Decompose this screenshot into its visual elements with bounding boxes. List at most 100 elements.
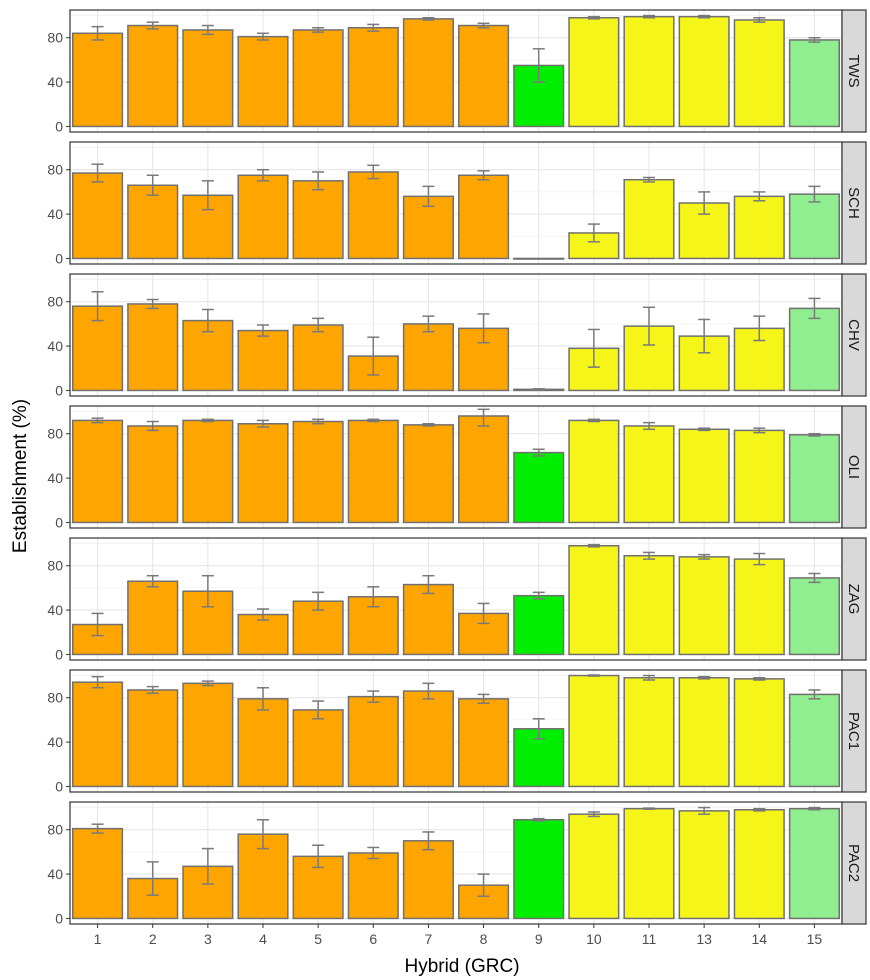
y-tick-label: 0 xyxy=(55,514,63,530)
bar-tws-11 xyxy=(623,15,675,128)
error-bar-chv-6 xyxy=(367,336,380,376)
bar-tws-1 xyxy=(72,32,124,128)
x-tick-label-9: 9 xyxy=(535,931,543,947)
error-bar-oli-9 xyxy=(532,448,545,457)
error-bar-zag-14 xyxy=(753,552,766,566)
strip-label-tws: TWS xyxy=(845,54,862,87)
x-axis-title: Hybrid (GRC) xyxy=(404,956,519,977)
error-bar-oli-3 xyxy=(201,418,214,423)
bar-oli-1 xyxy=(72,419,124,524)
bar-pac1-6 xyxy=(347,695,399,788)
error-bar-tws-10 xyxy=(587,15,600,20)
error-bar-chv-13 xyxy=(698,318,711,354)
error-bar-pac2-5 xyxy=(312,844,325,869)
strip-pac1 xyxy=(841,669,867,793)
error-bar-oli-7 xyxy=(422,422,435,427)
bar-zag-15 xyxy=(788,577,840,656)
error-bar-pac1-14 xyxy=(753,677,766,681)
error-bar-zag-15 xyxy=(808,572,821,584)
strip-label-pac1: PAC1 xyxy=(845,712,862,750)
bar-pac1-3 xyxy=(182,682,234,788)
bar-pac1-7 xyxy=(402,690,454,788)
error-bar-pac2-8 xyxy=(477,873,490,898)
error-bar-pac2-10 xyxy=(587,811,600,818)
error-bar-oli-11 xyxy=(643,421,655,431)
error-bar-zag-13 xyxy=(698,553,711,560)
bar-pac2-9 xyxy=(513,818,565,920)
bar-oli-14 xyxy=(733,429,785,524)
error-bar-chv-7 xyxy=(422,315,435,333)
y-axis-title: Establishment (%) xyxy=(10,399,31,553)
error-bar-sch-2 xyxy=(146,174,159,196)
y-tick-label: 0 xyxy=(55,778,63,794)
error-bar-chv-9 xyxy=(532,388,545,391)
error-bar-tws-1 xyxy=(91,25,104,41)
bar-oli-4 xyxy=(237,422,289,524)
error-bar-zag-10 xyxy=(587,543,600,548)
bar-sch-8 xyxy=(458,174,510,260)
strip-label-chv: CHV xyxy=(845,319,862,351)
bar-pac1-4 xyxy=(237,698,289,788)
bar-oli-9 xyxy=(513,451,565,524)
error-bar-oli-1 xyxy=(91,417,104,424)
y-tick-label: 40 xyxy=(47,470,63,486)
error-bar-chv-4 xyxy=(257,324,269,337)
error-bar-oli-14 xyxy=(753,427,766,434)
bar-chv-3 xyxy=(182,319,234,392)
x-tick-label-3: 3 xyxy=(204,931,212,947)
error-bar-pac1-15 xyxy=(808,689,821,700)
bar-tws-4 xyxy=(237,35,289,128)
error-bar-zag-4 xyxy=(257,608,269,621)
error-bar-tws-13 xyxy=(698,14,711,19)
bar-chv-7 xyxy=(402,323,454,392)
bar-oli-3 xyxy=(182,419,234,524)
bar-sch-15 xyxy=(788,193,840,260)
bar-zag-1 xyxy=(72,623,124,656)
bar-zag-7 xyxy=(402,583,454,656)
bar-zag-9 xyxy=(513,594,565,656)
x-tick-label-15: 15 xyxy=(807,931,823,947)
error-bar-sch-8 xyxy=(477,170,490,181)
bar-chv-4 xyxy=(237,329,289,392)
y-tick-label: 40 xyxy=(47,866,63,882)
bar-sch-2 xyxy=(127,184,179,260)
bar-tws-3 xyxy=(182,29,234,128)
error-bar-sch-15 xyxy=(808,185,821,203)
error-bar-chv-8 xyxy=(477,313,490,344)
error-bar-pac2-11 xyxy=(643,807,655,810)
y-tick-label: 80 xyxy=(47,426,63,442)
error-bar-pac1-6 xyxy=(367,690,380,703)
error-bar-tws-8 xyxy=(477,22,490,29)
bar-pac1-10 xyxy=(568,674,620,788)
error-bar-pac2-6 xyxy=(367,846,380,860)
x-tick-label-11: 11 xyxy=(642,931,657,947)
bar-chv-5 xyxy=(292,324,344,392)
error-bar-oli-8 xyxy=(477,408,490,427)
error-bar-tws-14 xyxy=(753,17,766,23)
bar-pac2-6 xyxy=(347,852,399,920)
panel-sch: 0 40 80 SCH xyxy=(47,141,867,266)
y-tick-label: 80 xyxy=(47,30,63,46)
error-bar-pac1-11 xyxy=(643,674,655,681)
bar-oli-11 xyxy=(623,425,675,524)
y-tick-label: 0 xyxy=(55,910,63,926)
panel-oli: 0 40 80 OLI xyxy=(47,405,867,530)
error-bar-sch-7 xyxy=(422,185,435,208)
error-bar-tws-6 xyxy=(367,23,380,32)
x-tick-label-13: 13 xyxy=(696,931,712,947)
error-bar-chv-11 xyxy=(643,306,655,346)
bar-tws-13 xyxy=(678,15,730,128)
error-bar-oli-15 xyxy=(808,432,821,437)
bar-zag-10 xyxy=(568,545,620,656)
y-tick-label: 80 xyxy=(47,162,63,178)
error-bar-oli-2 xyxy=(146,420,159,432)
y-tick-label: 40 xyxy=(47,602,63,618)
bar-zag-2 xyxy=(127,580,179,656)
error-bar-chv-2 xyxy=(146,298,159,310)
x-tick-label-5: 5 xyxy=(314,931,322,947)
error-bar-pac1-10 xyxy=(587,674,600,677)
error-bar-chv-14 xyxy=(753,315,766,342)
error-bar-sch-11 xyxy=(643,176,655,183)
chart-panels: 0 40 80 TWS 0 40 80 SCH 0 40 80 CHV 0 40 80 OLI 0 40 80 ZAG… xyxy=(47,9,867,926)
strip-pac2 xyxy=(841,801,867,925)
